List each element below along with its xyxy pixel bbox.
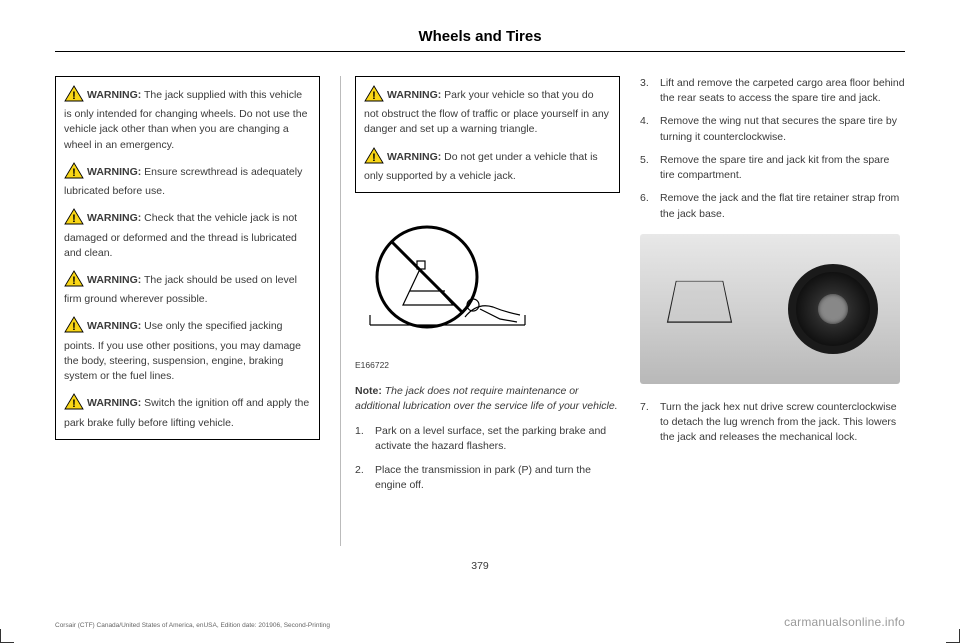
content-columns: !WARNING: The jack supplied with this ve…	[55, 76, 905, 546]
warning-label: WARNING:	[87, 397, 141, 409]
svg-text:!: !	[72, 275, 76, 287]
header-rule	[55, 51, 905, 52]
svg-text:!: !	[372, 90, 376, 102]
figure-id: E166722	[355, 359, 620, 371]
warning-icon: !	[364, 85, 384, 107]
jack-shape	[667, 281, 732, 323]
column-3: Lift and remove the carpeted cargo area …	[640, 76, 905, 546]
note-label: Note:	[355, 385, 382, 397]
warning-box-2: !WARNING: Park your vehicle so that you …	[355, 76, 620, 193]
jack-prohibition-diagram	[355, 217, 530, 352]
warning-box-1: !WARNING: The jack supplied with this ve…	[55, 76, 320, 440]
warning-label: WARNING:	[87, 166, 141, 178]
step-item: Park on a level surface, set the parking…	[355, 424, 620, 454]
page-number: 379	[55, 560, 905, 572]
footer-watermark: carmanualsonline.info	[784, 615, 905, 629]
warning-label: WARNING:	[87, 320, 141, 332]
crop-mark	[0, 629, 14, 643]
warning-label: WARNING:	[87, 212, 141, 224]
warning-item: !WARNING: The jack should be used on lev…	[64, 270, 311, 307]
step-item: Lift and remove the carpeted cargo area …	[640, 76, 905, 106]
warning-item: !WARNING: Use only the specified jacking…	[64, 316, 311, 384]
warning-item: !WARNING: Do not get under a vehicle tha…	[364, 147, 611, 184]
warning-icon: !	[64, 393, 84, 415]
warning-item: !WARNING: Check that the vehicle jack is…	[64, 208, 311, 261]
crop-mark	[946, 629, 960, 643]
column-2: !WARNING: Park your vehicle so that you …	[340, 76, 620, 546]
svg-text:!: !	[72, 321, 76, 333]
svg-text:!: !	[372, 152, 376, 164]
warning-icon: !	[364, 147, 384, 169]
warning-item: !WARNING: The jack supplied with this ve…	[64, 85, 311, 153]
svg-text:!: !	[72, 90, 76, 102]
spare-tire-shape	[788, 264, 878, 354]
steps-list-1: Park on a level surface, set the parking…	[355, 424, 620, 493]
footer-edition: Corsair (CTF) Canada/United States of Am…	[55, 622, 330, 629]
warning-item: !WARNING: Park your vehicle so that you …	[364, 85, 611, 138]
warning-item: !WARNING: Ensure screwthread is adequate…	[64, 162, 311, 199]
trunk-illustration	[640, 234, 900, 384]
note-body: The jack does not require maintenance or…	[355, 385, 618, 412]
warning-icon: !	[64, 208, 84, 230]
warning-label: WARNING:	[387, 151, 441, 163]
step-item: Turn the jack hex nut drive screw counte…	[640, 400, 905, 446]
note-text: Note: The jack does not require maintena…	[355, 384, 620, 414]
svg-text:!: !	[72, 213, 76, 225]
step-item: Place the transmission in park (P) and t…	[355, 463, 620, 493]
steps-list-2: Lift and remove the carpeted cargo area …	[640, 76, 905, 222]
warning-icon: !	[64, 85, 84, 107]
warning-label: WARNING:	[87, 89, 141, 101]
section-title: Wheels and Tires	[55, 28, 905, 45]
step-item: Remove the wing nut that secures the spa…	[640, 114, 905, 144]
warning-icon: !	[64, 162, 84, 184]
step-item: Remove the spare tire and jack kit from …	[640, 153, 905, 183]
svg-text:!: !	[72, 398, 76, 410]
svg-text:!: !	[72, 167, 76, 179]
warning-label: WARNING:	[87, 274, 141, 286]
warning-label: WARNING:	[387, 89, 441, 101]
step-item: Remove the jack and the flat tire retain…	[640, 191, 905, 221]
steps-list-3: Turn the jack hex nut drive screw counte…	[640, 400, 905, 446]
column-1: !WARNING: The jack supplied with this ve…	[55, 76, 320, 546]
warning-icon: !	[64, 270, 84, 292]
warning-icon: !	[64, 316, 84, 338]
warning-item: !WARNING: Switch the ignition off and ap…	[64, 393, 311, 430]
